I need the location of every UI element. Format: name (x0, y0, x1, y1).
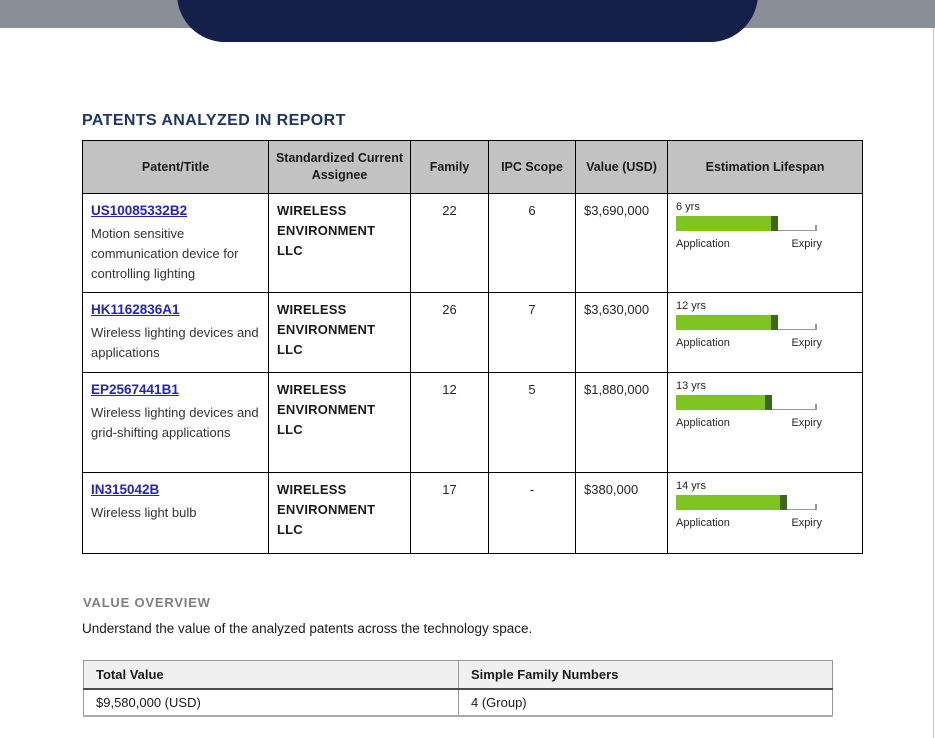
table-row: US10085332B2 Motion sensitive communicat… (82, 193, 863, 293)
lifespan-end-label: Expiry (791, 337, 822, 350)
lifespan-track (676, 395, 817, 411)
lifespan-track (676, 216, 817, 232)
family-cell: 17 (410, 472, 489, 554)
lifespan-bar (676, 315, 778, 331)
lifespan-end-label: Expiry (791, 417, 822, 430)
value-cell: $3,630,000 (575, 292, 668, 373)
lifespan-cell: 6 yrs Application Expiry (667, 193, 863, 293)
simple-family-numbers-cell: 4 (Group) (458, 688, 833, 717)
lifespan-cell: 14 yrs Application Expiry (667, 472, 863, 554)
lifespan-years-label: 6 yrs (676, 201, 700, 213)
lifespan-chart: 12 yrs Application Expiry (676, 300, 854, 352)
patents-table: Patent/Title Standardized Current Assign… (82, 140, 863, 554)
patent-link[interactable]: EP2567441B1 (91, 382, 179, 397)
lifespan-end-tick (815, 324, 817, 331)
value-cell: $3,690,000 (575, 193, 668, 293)
lifespan-chart: 13 yrs Application Expiry (676, 380, 854, 432)
value-overview-description: Understand the value of the analyzed pat… (82, 621, 533, 636)
lifespan-start-label: Application (676, 337, 730, 350)
lifespan-end-label: Expiry (791, 238, 822, 251)
lifespan-track (676, 495, 817, 511)
value-overview-header-row: Total Value Simple Family Numbers (83, 660, 833, 690)
patent-cell: US10085332B2 Motion sensitive communicat… (82, 193, 269, 293)
lifespan-bar-cap (764, 395, 772, 411)
family-cell: 12 (410, 372, 489, 473)
assignee-cell: WIRELESS ENVIRONMENT LLC (268, 372, 411, 473)
page-title: PATENTS ANALYZED IN REPORT (82, 112, 346, 129)
patent-link[interactable]: HK1162836A1 (91, 302, 180, 317)
assignee-cell: WIRELESS ENVIRONMENT LLC (268, 472, 411, 554)
page-right-edge (933, 28, 934, 738)
header-navy-tab-shape (177, 0, 758, 42)
ipc-scope-cell: - (488, 472, 576, 554)
col-header-ipc-scope: IPC Scope (488, 140, 576, 194)
lifespan-bar (676, 216, 778, 232)
ipc-scope-cell: 5 (488, 372, 576, 473)
lifespan-end-tick (815, 504, 817, 511)
patent-title: Wireless lighting devices and applicatio… (91, 324, 259, 361)
col-header-lifespan: Estimation Lifespan (667, 140, 863, 194)
lifespan-end-label: Expiry (791, 517, 822, 530)
ipc-scope-cell: 6 (488, 193, 576, 293)
lifespan-bar (676, 495, 788, 511)
table-row: EP2567441B1 Wireless lighting devices an… (82, 372, 863, 473)
lifespan-start-label: Application (676, 417, 730, 430)
value-overview-heading: VALUE OVERVIEW (83, 595, 211, 610)
family-cell: 22 (410, 193, 489, 293)
lifespan-start-label: Application (676, 238, 730, 251)
patent-link[interactable]: IN315042B (91, 482, 160, 497)
ipc-scope-cell: 7 (488, 292, 576, 373)
patent-cell: IN315042B Wireless light bulb (82, 472, 269, 554)
lifespan-years-label: 14 yrs (676, 480, 706, 492)
value-overview-value-row: $9,580,000 (USD) 4 (Group) (83, 688, 833, 717)
lifespan-end-tick (815, 225, 817, 232)
lifespan-end-tick (815, 404, 817, 411)
lifespan-bar-cap (770, 216, 778, 232)
lifespan-bar-cap (780, 495, 788, 511)
col-header-patent-title: Patent/Title (82, 140, 269, 194)
col-header-assignee: Standardized Current Assignee (268, 140, 411, 194)
family-cell: 26 (410, 292, 489, 373)
patent-link[interactable]: US10085332B2 (91, 203, 188, 218)
lifespan-chart: 14 yrs Application Expiry (676, 480, 854, 532)
lifespan-cell: 12 yrs Application Expiry (667, 292, 863, 373)
value-overview-table: Total Value Simple Family Numbers $9,580… (83, 660, 833, 717)
patent-cell: EP2567441B1 Wireless lighting devices an… (82, 372, 269, 473)
simple-family-numbers-header: Simple Family Numbers (458, 660, 833, 690)
table-row: HK1162836A1 Wireless lighting devices an… (82, 292, 863, 373)
table-row: IN315042B Wireless light bulb WIRELESS E… (82, 472, 863, 554)
patent-title: Motion sensitive communication device fo… (91, 225, 239, 282)
lifespan-cell: 13 yrs Application Expiry (667, 372, 863, 473)
lifespan-years-label: 12 yrs (676, 300, 706, 312)
lifespan-start-label: Application (676, 517, 730, 530)
patent-title: Wireless light bulb (91, 504, 197, 520)
patents-table-header-row: Patent/Title Standardized Current Assign… (82, 140, 863, 194)
lifespan-track (676, 315, 817, 331)
lifespan-years-label: 13 yrs (676, 380, 706, 392)
col-header-value: Value (USD) (575, 140, 668, 194)
patent-title: Wireless lighting devices and grid-shift… (91, 404, 259, 441)
value-cell: $380,000 (575, 472, 668, 554)
lifespan-bar (676, 395, 772, 411)
assignee-cell: WIRELESS ENVIRONMENT LLC (268, 193, 411, 293)
value-cell: $1,880,000 (575, 372, 668, 473)
total-value-cell: $9,580,000 (USD) (83, 688, 459, 717)
lifespan-chart: 6 yrs Application Expiry (676, 201, 854, 253)
assignee-cell: WIRELESS ENVIRONMENT LLC (268, 292, 411, 373)
lifespan-bar-cap (770, 315, 778, 331)
col-header-family: Family (410, 140, 489, 194)
patent-cell: HK1162836A1 Wireless lighting devices an… (82, 292, 269, 373)
total-value-header: Total Value (83, 660, 459, 690)
